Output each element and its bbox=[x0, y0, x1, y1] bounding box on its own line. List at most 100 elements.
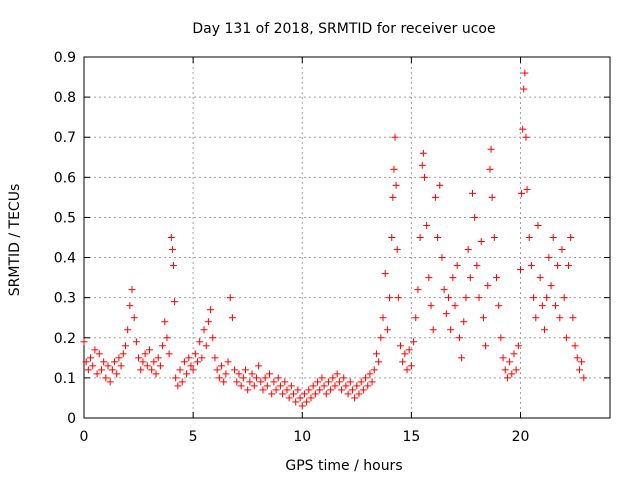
data-point bbox=[493, 274, 501, 282]
data-point bbox=[226, 294, 234, 302]
data-point bbox=[172, 374, 180, 382]
data-point bbox=[477, 238, 485, 246]
data-point bbox=[185, 354, 193, 362]
data-point bbox=[224, 358, 232, 366]
data-point bbox=[307, 394, 315, 402]
data-point bbox=[305, 386, 313, 394]
data-point bbox=[479, 314, 487, 322]
data-point bbox=[174, 382, 182, 390]
x-tick-label: 20 bbox=[512, 429, 530, 445]
data-point bbox=[466, 274, 474, 282]
data-point bbox=[508, 370, 516, 378]
data-point bbox=[534, 221, 542, 229]
data-point bbox=[486, 165, 494, 173]
data-point bbox=[473, 262, 481, 270]
data-point bbox=[145, 346, 153, 354]
data-point bbox=[314, 378, 322, 386]
data-point bbox=[143, 362, 151, 370]
data-point bbox=[198, 354, 206, 362]
data-point bbox=[89, 362, 97, 370]
data-point bbox=[530, 294, 538, 302]
data-point bbox=[440, 286, 448, 294]
data-point bbox=[324, 378, 332, 386]
data-point bbox=[119, 350, 127, 358]
data-point bbox=[150, 358, 158, 366]
data-point bbox=[503, 374, 511, 382]
data-point bbox=[176, 366, 184, 374]
data-point bbox=[567, 234, 575, 241]
data-point bbox=[460, 318, 468, 326]
data-point bbox=[442, 310, 450, 318]
data-point bbox=[342, 382, 350, 390]
data-point bbox=[235, 370, 243, 378]
data-point bbox=[523, 185, 531, 193]
y-tick-label: 0.8 bbox=[54, 90, 76, 106]
data-point bbox=[388, 234, 396, 241]
data-point bbox=[287, 382, 295, 390]
data-point bbox=[362, 374, 370, 382]
x-tick-label: 15 bbox=[402, 429, 420, 445]
data-point bbox=[327, 386, 335, 394]
data-point bbox=[436, 181, 444, 189]
data-point bbox=[348, 386, 356, 394]
data-point bbox=[294, 386, 302, 394]
data-point bbox=[399, 358, 407, 366]
y-tick-label: 0.6 bbox=[54, 170, 76, 186]
data-point bbox=[488, 193, 496, 201]
data-point bbox=[405, 346, 413, 354]
data-point bbox=[202, 342, 210, 350]
data-point bbox=[193, 358, 201, 366]
data-point bbox=[340, 374, 348, 382]
data-point bbox=[510, 350, 518, 358]
data-point bbox=[80, 338, 88, 346]
data-point bbox=[329, 374, 337, 382]
data-point bbox=[353, 382, 361, 390]
data-point bbox=[231, 366, 239, 374]
data-point bbox=[414, 286, 422, 294]
data-point bbox=[104, 362, 112, 370]
data-point bbox=[246, 378, 254, 386]
data-point bbox=[475, 294, 483, 302]
data-point bbox=[420, 173, 428, 181]
data-point bbox=[239, 374, 247, 382]
data-point bbox=[169, 262, 177, 270]
data-point bbox=[171, 298, 179, 306]
data-point bbox=[418, 161, 426, 169]
data-point bbox=[148, 366, 156, 374]
data-point bbox=[248, 370, 256, 378]
data-point bbox=[333, 370, 341, 378]
data-point bbox=[311, 390, 319, 398]
data-point bbox=[501, 366, 509, 374]
y-tick-label: 0.3 bbox=[54, 291, 76, 307]
data-point bbox=[281, 378, 289, 386]
data-point bbox=[355, 390, 363, 398]
data-point bbox=[389, 193, 397, 201]
data-point bbox=[497, 334, 505, 342]
data-point bbox=[565, 262, 573, 270]
data-point bbox=[270, 378, 278, 386]
data-point bbox=[554, 262, 562, 270]
data-point bbox=[298, 402, 306, 410]
data-point bbox=[292, 398, 300, 406]
x-tick-label: 5 bbox=[189, 429, 198, 445]
data-point bbox=[152, 370, 160, 378]
data-point bbox=[335, 378, 343, 386]
data-point bbox=[393, 246, 401, 254]
data-point bbox=[449, 274, 457, 282]
y-tick-label: 0.1 bbox=[54, 371, 76, 387]
data-point bbox=[283, 386, 291, 394]
data-point bbox=[113, 370, 121, 378]
data-point bbox=[168, 246, 176, 254]
data-point bbox=[512, 366, 520, 374]
data-point bbox=[545, 254, 553, 262]
data-point bbox=[346, 378, 354, 386]
data-point bbox=[263, 382, 271, 390]
data-point bbox=[276, 382, 284, 390]
data-point bbox=[159, 342, 167, 350]
data-point bbox=[386, 294, 394, 302]
data-point bbox=[303, 398, 311, 406]
axis-ticks: 0 0.1 0.2 0.3 0.4 0.5 0.6 0.7 0.8 0.9 0 5 10 15 20 bbox=[54, 50, 610, 445]
data-point bbox=[444, 294, 452, 302]
data-point bbox=[370, 366, 378, 374]
plot-frame bbox=[83, 56, 611, 419]
